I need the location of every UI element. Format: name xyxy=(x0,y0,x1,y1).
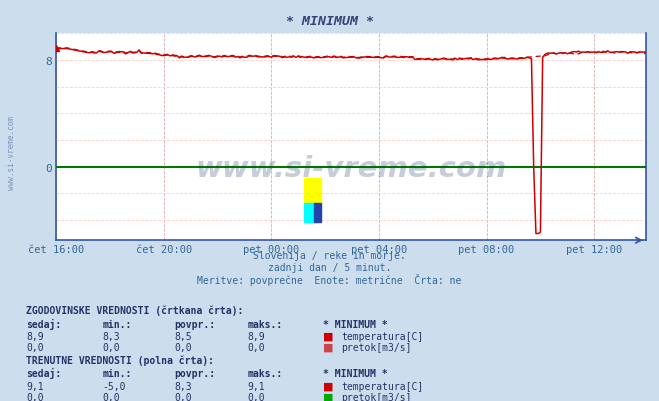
Text: 8,5: 8,5 xyxy=(175,331,192,341)
Text: 0,0: 0,0 xyxy=(102,342,120,352)
Text: maks.:: maks.: xyxy=(247,369,282,379)
Text: 9,1: 9,1 xyxy=(26,381,44,391)
Text: ■: ■ xyxy=(323,381,333,391)
Text: ■: ■ xyxy=(323,342,333,352)
Bar xyxy=(304,178,322,203)
Text: min.:: min.: xyxy=(102,369,132,379)
Text: ZGODOVINSKE VREDNOSTI (črtkana črta):: ZGODOVINSKE VREDNOSTI (črtkana črta): xyxy=(26,305,244,316)
Text: pretok[m3/s]: pretok[m3/s] xyxy=(341,342,412,352)
Text: www.si-vreme.com: www.si-vreme.com xyxy=(195,154,507,182)
Text: ■: ■ xyxy=(323,392,333,401)
Text: ■: ■ xyxy=(323,331,333,341)
Text: 0,0: 0,0 xyxy=(247,342,265,352)
Text: Slovenija / reke in morje.: Slovenija / reke in morje. xyxy=(253,251,406,261)
Text: 0,0: 0,0 xyxy=(26,342,44,352)
Text: 0,0: 0,0 xyxy=(175,392,192,401)
Text: 0,0: 0,0 xyxy=(247,392,265,401)
Text: 0,0: 0,0 xyxy=(175,342,192,352)
Text: pretok[m3/s]: pretok[m3/s] xyxy=(341,392,412,401)
Text: povpr.:: povpr.: xyxy=(175,319,215,329)
Text: min.:: min.: xyxy=(102,319,132,329)
Text: zadnji dan / 5 minut.: zadnji dan / 5 minut. xyxy=(268,262,391,272)
Text: www.si-vreme.com: www.si-vreme.com xyxy=(7,115,16,189)
Text: 8,9: 8,9 xyxy=(247,331,265,341)
Text: * MINIMUM *: * MINIMUM * xyxy=(323,319,387,329)
Text: 0,0: 0,0 xyxy=(102,392,120,401)
Bar xyxy=(314,203,322,222)
Text: 8,9: 8,9 xyxy=(26,331,44,341)
Bar xyxy=(304,203,317,222)
Text: * MINIMUM *: * MINIMUM * xyxy=(285,15,374,28)
Text: maks.:: maks.: xyxy=(247,319,282,329)
Text: 9,1: 9,1 xyxy=(247,381,265,391)
Text: temperatura[C]: temperatura[C] xyxy=(341,381,424,391)
Text: temperatura[C]: temperatura[C] xyxy=(341,331,424,341)
Text: 8,3: 8,3 xyxy=(102,331,120,341)
Text: povpr.:: povpr.: xyxy=(175,369,215,379)
Text: 8,3: 8,3 xyxy=(175,381,192,391)
Text: * MINIMUM *: * MINIMUM * xyxy=(323,369,387,379)
Text: 0,0: 0,0 xyxy=(26,392,44,401)
Text: Meritve: povprečne  Enote: metrične  Črta: ne: Meritve: povprečne Enote: metrične Črta:… xyxy=(197,273,462,285)
Text: sedaj:: sedaj: xyxy=(26,368,61,379)
Text: -5,0: -5,0 xyxy=(102,381,126,391)
Text: sedaj:: sedaj: xyxy=(26,318,61,329)
Text: TRENUTNE VREDNOSTI (polna črta):: TRENUTNE VREDNOSTI (polna črta): xyxy=(26,355,214,365)
